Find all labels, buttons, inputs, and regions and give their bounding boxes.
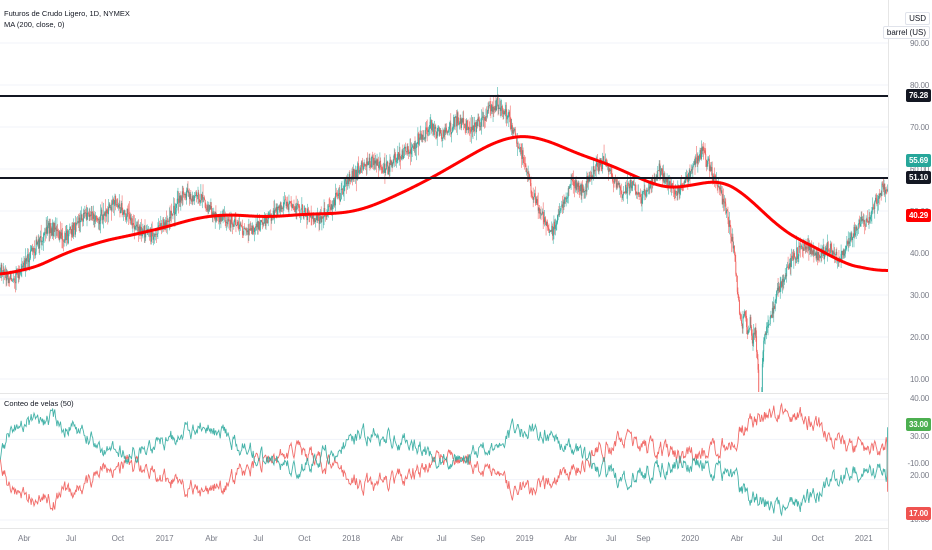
- horizontal-line-76-28[interactable]: [0, 95, 888, 97]
- price-plot: [0, 42, 888, 392]
- price-tick-label: 60.00: [909, 165, 929, 174]
- price-scale-measure[interactable]: barrel (US): [882, 26, 930, 39]
- price-tick-label: 80.00: [909, 81, 929, 90]
- time-tick-label: Abr: [17, 534, 31, 543]
- price-tick-label: -10.00: [907, 459, 930, 468]
- time-tick-label: Jul: [436, 534, 447, 543]
- bullish-candle-count-line: [0, 408, 888, 517]
- indicator-title-ma[interactable]: MA (200, close, 0): [4, 20, 65, 29]
- candle-count-plot: [0, 398, 888, 521]
- price-badge[interactable]: 76.28: [905, 89, 931, 102]
- indicator-title-candle-count[interactable]: Conteo de velas (50): [4, 399, 74, 408]
- price-tick-label: 40.00: [909, 394, 929, 403]
- time-tick-label: Sep: [470, 534, 486, 543]
- time-tick-label: 2017: [155, 534, 174, 543]
- time-tick-label: Oct: [298, 534, 311, 543]
- price-tick-label: 20.00: [909, 333, 929, 342]
- price-pane[interactable]: [0, 0, 888, 392]
- time-tick-label: 2018: [342, 534, 361, 543]
- time-tick-label: Abr: [205, 534, 218, 543]
- symbol-title[interactable]: Futuros de Crudo Ligero, 1D, NYMEX: [4, 9, 130, 18]
- time-tick-label: Oct: [111, 534, 125, 543]
- horizontal-line-51-10[interactable]: [0, 177, 888, 179]
- time-tick-label: 2021: [854, 534, 873, 543]
- main-legend[interactable]: Futuros de Crudo Ligero, 1D, NYMEX MA (2…: [4, 8, 130, 30]
- price-tick-label: 40.00: [909, 249, 929, 258]
- bearish-candle-count-line: [0, 402, 888, 511]
- price-tick-label: 30.00: [909, 291, 929, 300]
- lower-legend[interactable]: Conteo de velas (50): [4, 398, 74, 409]
- price-scale-currency[interactable]: USD: [905, 12, 930, 25]
- price-scale[interactable]: USD barrel (US) 90.0080.0070.0060.0050.0…: [882, 0, 932, 550]
- time-tick-label: Jul: [253, 534, 264, 543]
- time-tick-label: Jul: [772, 534, 783, 543]
- time-tick-label: 2020: [681, 534, 700, 543]
- time-tick-label: Abr: [730, 534, 744, 543]
- candle-count-pane[interactable]: [0, 393, 888, 528]
- time-tick-label: Jul: [605, 534, 617, 543]
- price-tick-label: 10.00: [909, 375, 929, 384]
- time-tick-label: 2019: [515, 534, 534, 543]
- price-badge[interactable]: 33.00: [905, 418, 931, 431]
- time-tick-label: Abr: [564, 534, 577, 543]
- time-tick-label: Oct: [811, 534, 824, 543]
- price-badge[interactable]: 51.10: [905, 171, 931, 184]
- price-badge[interactable]: 55.69: [905, 154, 931, 167]
- ma-200-line: [0, 135, 888, 276]
- price-tick-label: 90.00: [909, 39, 929, 48]
- time-scale[interactable]: Abr Jul Oct 2017 Abr Jul Oct 2018 Abr Jul Sep 2019 A…: [0, 528, 888, 550]
- time-tick-label: Abr: [390, 534, 404, 543]
- candlestick-series: [0, 87, 888, 392]
- time-tick-label: Sep: [636, 534, 651, 543]
- time-tick-label: Jul: [65, 534, 77, 543]
- price-tick-label: 20.00: [909, 471, 929, 480]
- price-badge[interactable]: 17.00: [905, 507, 931, 520]
- price-tick-label: 70.00: [909, 123, 929, 132]
- price-badge[interactable]: 40.29: [905, 209, 931, 222]
- price-tick-label: 30.00: [909, 432, 929, 441]
